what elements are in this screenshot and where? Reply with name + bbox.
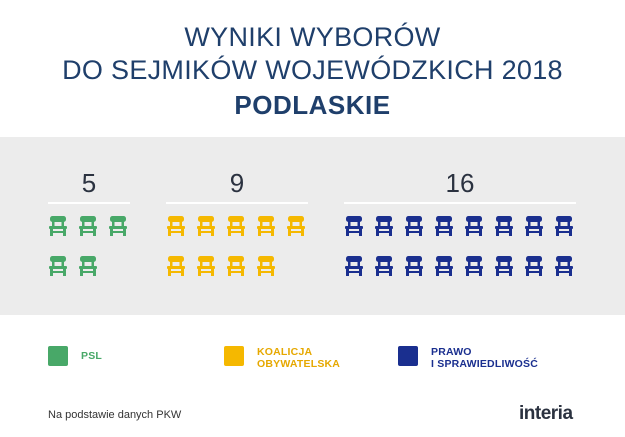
chair-icon	[257, 256, 275, 276]
group-divider	[344, 202, 576, 204]
chart-band	[0, 137, 625, 315]
chair-icon	[345, 256, 363, 276]
title-line-2: DO SEJMIKÓW WOJEWÓDZKICH 2018	[62, 55, 563, 85]
title-line-1: WYNIKI WYBORÓW	[184, 22, 441, 52]
chair-icon	[405, 256, 423, 276]
chair-icon	[167, 256, 185, 276]
chair-icon	[525, 256, 543, 276]
chair-icon	[49, 256, 67, 276]
chair-icon	[79, 216, 97, 236]
chair-icon	[227, 256, 245, 276]
chair-icon	[257, 216, 275, 236]
legend-swatch-pis	[398, 346, 418, 366]
chair-icon	[465, 216, 483, 236]
chair-icon	[555, 256, 573, 276]
chair-icon	[555, 216, 573, 236]
chair-icon	[49, 216, 67, 236]
seat-group-ko: 9	[166, 168, 308, 298]
seat-group-psl: 5	[48, 168, 130, 298]
legend-label-psl: PSL	[81, 350, 103, 362]
seat-icons-pis	[345, 216, 573, 276]
chair-icon	[495, 256, 513, 276]
chair-icon	[435, 216, 453, 236]
chair-icon	[227, 216, 245, 236]
seat-icons-psl	[49, 216, 127, 276]
interia-logo: interia	[519, 403, 573, 424]
chair-icon	[495, 216, 513, 236]
chair-icon	[375, 216, 393, 236]
seat-count-ko: 9	[229, 168, 245, 198]
chair-icon	[197, 256, 215, 276]
seat-icons-ko	[167, 216, 305, 276]
group-divider	[48, 202, 130, 204]
chair-icon	[79, 256, 97, 276]
source-note: Na podstawie danych PKW	[48, 409, 182, 421]
seat-group-pis: 16	[344, 168, 576, 298]
chair-icon	[435, 256, 453, 276]
legend-label-ko: KOALICJA OBYWATELSKA	[257, 346, 341, 370]
chair-icon	[525, 216, 543, 236]
chair-icon	[465, 256, 483, 276]
chair-icon	[109, 216, 127, 236]
chair-icon	[197, 216, 215, 236]
region-title: PODLASKIE	[234, 90, 391, 120]
legend-label-pis: PRAWO I SPRAWIEDLIWOŚĆ	[431, 346, 539, 370]
seat-count-pis: 16	[445, 168, 475, 198]
legend-swatch-psl	[48, 346, 68, 366]
chair-icon	[345, 216, 363, 236]
chair-icon	[287, 216, 305, 236]
chair-icon	[405, 216, 423, 236]
chair-icon	[167, 216, 185, 236]
group-divider	[166, 202, 308, 204]
seat-count-psl: 5	[81, 168, 97, 198]
chair-icon	[375, 256, 393, 276]
legend-swatch-ko	[224, 346, 244, 366]
